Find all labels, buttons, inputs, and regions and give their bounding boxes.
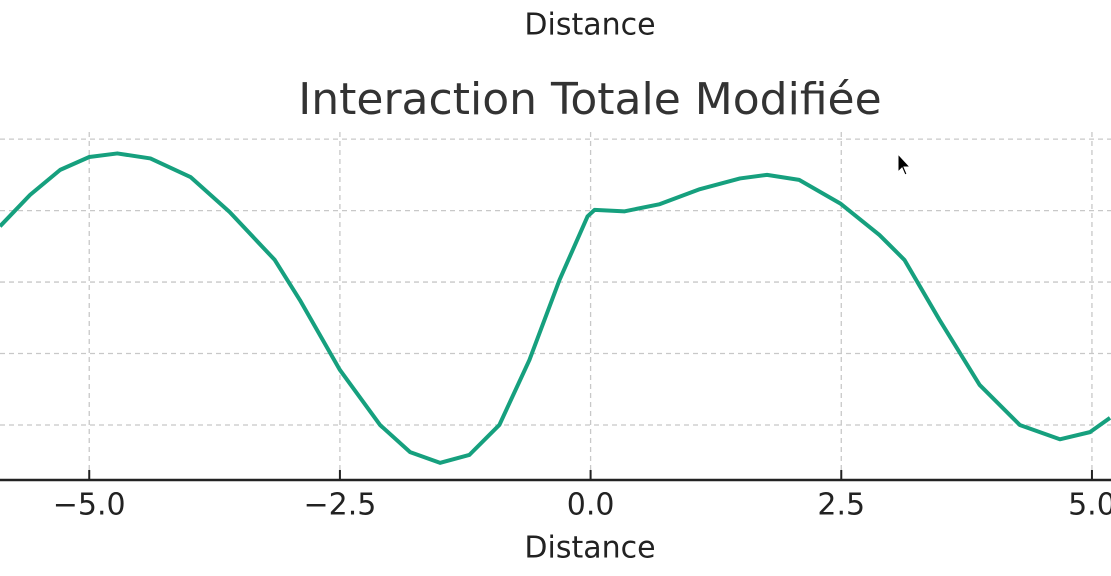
x-tick-label: 5.0 — [1068, 488, 1111, 523]
x-tick-label: 0.0 — [567, 488, 615, 523]
chart-title: Interaction Totale Modifiée — [298, 74, 881, 125]
x-tick-label: −2.5 — [303, 488, 376, 523]
mouse-cursor — [897, 152, 912, 176]
upper-x-axis-label: Distance — [524, 8, 655, 43]
x-tick-label: 2.5 — [817, 488, 865, 523]
data-line — [0, 151, 1111, 465]
x-tick-label: −5.0 — [53, 488, 126, 523]
plot-area: −5.0 −2.5 0.0 2.5 5.0 — [0, 132, 1111, 523]
x-axis-label: Distance — [524, 531, 655, 566]
